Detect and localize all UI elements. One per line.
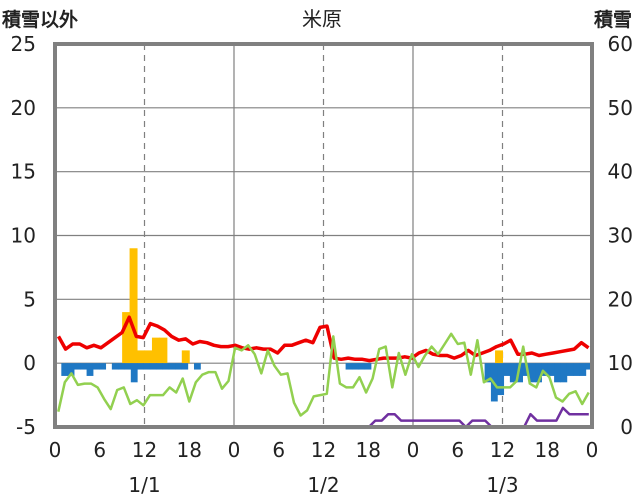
bar-1-3 bbox=[73, 363, 81, 370]
bar-0-59 bbox=[495, 350, 503, 364]
x-tick-2: 12 bbox=[132, 438, 157, 462]
left-tick-0: -5 bbox=[16, 415, 36, 439]
bar-1-49 bbox=[364, 363, 372, 370]
bar-1-11 bbox=[124, 363, 132, 370]
bar-1-1 bbox=[61, 363, 69, 376]
plot-frame bbox=[53, 42, 594, 429]
bar-0-11 bbox=[137, 350, 145, 364]
bar-1-10 bbox=[118, 363, 125, 370]
right-tick-2: 20 bbox=[608, 287, 633, 311]
left-tick-2: 5 bbox=[23, 287, 36, 311]
bar-0-12 bbox=[144, 350, 153, 364]
bar-1-82 bbox=[573, 363, 580, 376]
bar-1-77 bbox=[541, 363, 549, 376]
series-line-0 bbox=[56, 315, 590, 363]
right-tick-6: 60 bbox=[608, 32, 633, 56]
x-tick-6: 12 bbox=[311, 438, 336, 462]
bar-1-12 bbox=[130, 363, 138, 383]
left-tick-4: 15 bbox=[11, 160, 36, 184]
right-tick-0: 0 bbox=[620, 415, 633, 439]
bar-0-10 bbox=[129, 248, 138, 364]
x-tick-12: 0 bbox=[586, 438, 599, 462]
left-tick-6: 25 bbox=[11, 32, 36, 56]
bar-1-78 bbox=[547, 363, 555, 376]
bar-1-72 bbox=[509, 363, 517, 383]
bar-1-75 bbox=[528, 363, 536, 383]
bar-1-79 bbox=[554, 363, 561, 383]
bar-1-48 bbox=[358, 363, 366, 370]
date-label-0: 1/1 bbox=[128, 473, 160, 497]
bar-1-6 bbox=[92, 363, 100, 370]
x-tick-10: 12 bbox=[490, 438, 515, 462]
bar-1-22 bbox=[193, 363, 201, 370]
bar-1-68 bbox=[484, 363, 492, 383]
bar-1-47 bbox=[351, 363, 359, 370]
x-tick-0: 0 bbox=[49, 438, 62, 462]
bar-1-18 bbox=[168, 363, 176, 370]
bar-1-19 bbox=[175, 363, 182, 370]
bar-1-73 bbox=[516, 363, 524, 383]
x-tick-9: 6 bbox=[451, 438, 464, 462]
bar-1-4 bbox=[80, 363, 88, 370]
bar-1-46 bbox=[345, 363, 353, 370]
bar-1-9 bbox=[111, 363, 119, 370]
bar-1-70 bbox=[497, 363, 505, 396]
bar-1-76 bbox=[535, 363, 542, 383]
bar-1-15 bbox=[149, 363, 157, 370]
left-tick-5: 20 bbox=[11, 96, 36, 120]
right-tick-3: 30 bbox=[608, 224, 633, 248]
x-tick-8: 0 bbox=[407, 438, 420, 462]
right-tick-5: 50 bbox=[608, 96, 633, 120]
series-line-1 bbox=[57, 332, 590, 417]
left-axis-label: 積雪以外 bbox=[2, 8, 78, 31]
bar-1-17 bbox=[162, 363, 170, 370]
bar-1-7 bbox=[99, 363, 107, 370]
left-tick-3: 10 bbox=[11, 224, 36, 248]
bar-1-71 bbox=[503, 363, 511, 376]
bar-0-13 bbox=[151, 337, 160, 364]
left-tick-1: 0 bbox=[23, 351, 36, 375]
bar-0-17 bbox=[181, 350, 190, 364]
bar-1-14 bbox=[143, 363, 151, 370]
bar-1-2 bbox=[67, 363, 75, 376]
x-tick-5: 6 bbox=[272, 438, 285, 462]
right-tick-1: 10 bbox=[608, 351, 633, 375]
x-tick-11: 18 bbox=[535, 438, 560, 462]
bar-0-9 bbox=[122, 312, 131, 364]
right-axis-label: 積雪 bbox=[594, 8, 632, 31]
bar-1-5 bbox=[86, 363, 94, 376]
bar-0-14 bbox=[159, 337, 168, 364]
bar-1-80 bbox=[560, 363, 568, 383]
bar-1-83 bbox=[579, 363, 587, 376]
x-tick-4: 0 bbox=[228, 438, 241, 462]
x-tick-3: 18 bbox=[177, 438, 202, 462]
bar-1-81 bbox=[566, 363, 574, 376]
x-tick-1: 6 bbox=[93, 438, 106, 462]
bar-1-13 bbox=[137, 363, 144, 370]
bar-1-84 bbox=[585, 363, 593, 370]
bar-1-20 bbox=[181, 363, 189, 370]
date-label-1: 1/2 bbox=[307, 473, 339, 497]
right-tick-4: 40 bbox=[608, 160, 633, 184]
bar-1-74 bbox=[522, 363, 530, 376]
x-tick-7: 18 bbox=[356, 438, 381, 462]
bar-1-16 bbox=[156, 363, 163, 370]
date-label-2: 1/3 bbox=[486, 473, 518, 497]
chart-title: 米原 bbox=[302, 7, 342, 31]
